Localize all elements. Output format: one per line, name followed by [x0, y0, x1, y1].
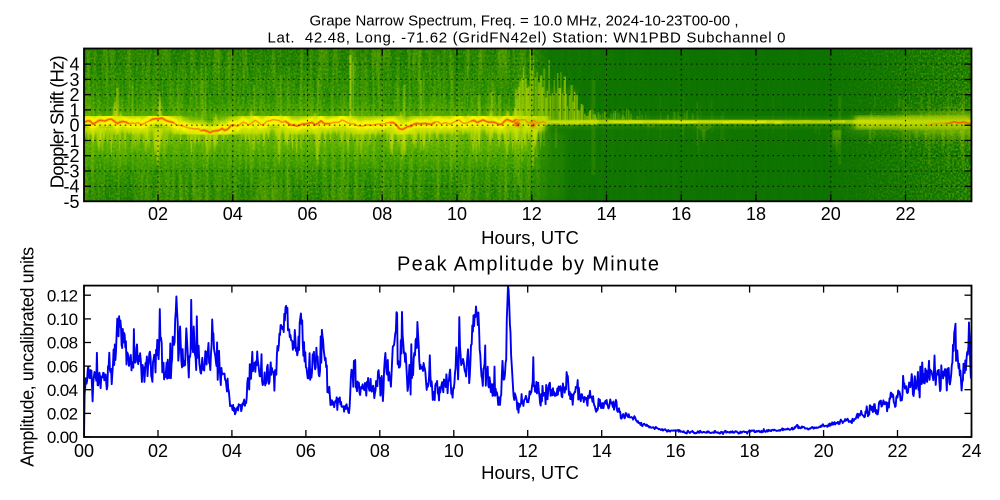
svg-text:02: 02: [148, 204, 168, 224]
svg-text:14: 14: [596, 204, 616, 224]
svg-text:08: 08: [370, 441, 390, 461]
svg-text:14: 14: [592, 441, 612, 461]
svg-text:0.02: 0.02: [47, 405, 78, 424]
svg-text:18: 18: [746, 204, 766, 224]
svg-text:0.12: 0.12: [47, 286, 78, 305]
svg-text:20: 20: [814, 441, 834, 461]
svg-text:0.10: 0.10: [47, 310, 78, 329]
svg-text:16: 16: [666, 441, 686, 461]
svg-text:0: 0: [69, 116, 79, 136]
svg-text:20: 20: [821, 204, 841, 224]
svg-text:-2: -2: [63, 146, 79, 166]
svg-text:06: 06: [296, 441, 316, 461]
svg-text:12: 12: [522, 204, 542, 224]
svg-text:0.08: 0.08: [47, 334, 78, 353]
svg-text:-5: -5: [63, 192, 79, 212]
svg-text:4: 4: [69, 55, 79, 75]
svg-text:3: 3: [69, 70, 79, 90]
svg-text:2: 2: [69, 85, 79, 105]
svg-text:02: 02: [148, 441, 168, 461]
svg-text:0.00: 0.00: [47, 428, 78, 447]
svg-text:-4: -4: [63, 177, 79, 197]
svg-text:24: 24: [961, 441, 981, 461]
svg-text:0.06: 0.06: [47, 357, 78, 376]
svg-text:10: 10: [447, 204, 467, 224]
svg-text:Grape Narrow Spectrum, Freq. =: Grape Narrow Spectrum, Freq. = 10.0 MHz,…: [310, 13, 739, 30]
svg-text:06: 06: [297, 204, 317, 224]
svg-text:1: 1: [69, 100, 79, 120]
svg-text:12: 12: [518, 441, 538, 461]
svg-text:Hours, UTC: Hours, UTC: [481, 462, 579, 483]
svg-text:Lat. 42.48, Long. -71.62 (Gri: Lat. 42.48, Long. -71.62 (GridFN42el) St…: [268, 30, 786, 47]
svg-text:Hours, UTC: Hours, UTC: [481, 227, 579, 248]
svg-text:-1: -1: [63, 131, 79, 151]
svg-text:Amplitude, uncalibrated units: Amplitude, uncalibrated units: [18, 247, 38, 467]
svg-text:-3: -3: [63, 161, 79, 181]
svg-text:10: 10: [444, 441, 464, 461]
svg-text:16: 16: [671, 204, 691, 224]
svg-text:04: 04: [222, 441, 242, 461]
svg-text:00: 00: [74, 441, 94, 461]
svg-text:08: 08: [372, 204, 392, 224]
svg-text:Doppler Shift (Hz): Doppler Shift (Hz): [47, 55, 68, 188]
svg-text:04: 04: [223, 204, 243, 224]
svg-text:0.04: 0.04: [47, 381, 78, 400]
svg-text:22: 22: [888, 441, 908, 461]
svg-text:22: 22: [895, 204, 915, 224]
svg-text:Peak Amplitude by Minute: Peak Amplitude by Minute: [397, 254, 659, 276]
svg-text:18: 18: [740, 441, 760, 461]
